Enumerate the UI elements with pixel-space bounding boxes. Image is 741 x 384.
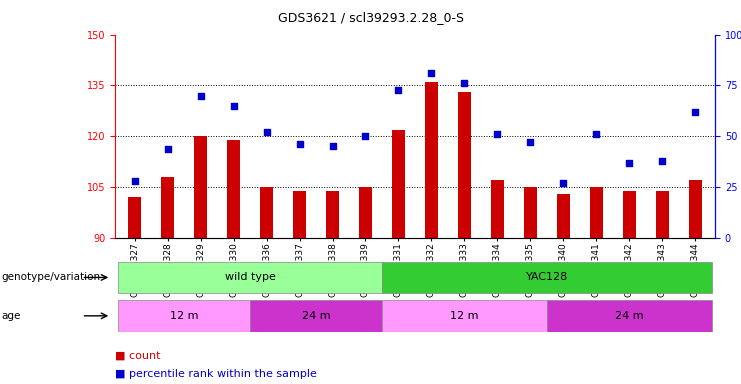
Bar [590, 187, 603, 238]
Text: GDS3621 / scl39293.2.28_0-S: GDS3621 / scl39293.2.28_0-S [277, 12, 464, 25]
Bar [118, 300, 250, 331]
Point [689, 109, 701, 115]
Bar [524, 187, 537, 238]
Text: 12 m: 12 m [170, 311, 199, 321]
Text: ■ percentile rank within the sample: ■ percentile rank within the sample [115, 369, 316, 379]
Bar [556, 194, 570, 238]
Text: genotype/variation: genotype/variation [1, 272, 101, 283]
Point [657, 158, 668, 164]
Bar [382, 300, 547, 331]
Bar [491, 180, 504, 238]
Bar [382, 262, 712, 293]
Bar [326, 190, 339, 238]
Point [557, 180, 569, 186]
Bar [194, 136, 207, 238]
Text: age: age [1, 311, 21, 321]
Bar [227, 140, 240, 238]
Text: ■ count: ■ count [115, 350, 160, 360]
Bar [250, 300, 382, 331]
Bar [622, 190, 636, 238]
Bar [359, 187, 372, 238]
Point [129, 178, 141, 184]
Text: 24 m: 24 m [615, 311, 644, 321]
Bar [688, 180, 702, 238]
Text: wild type: wild type [225, 272, 276, 283]
Point [591, 131, 602, 137]
Point [491, 131, 503, 137]
Point [227, 103, 239, 109]
Bar [547, 300, 712, 331]
Bar [260, 187, 273, 238]
Text: 12 m: 12 m [451, 311, 479, 321]
Bar [425, 82, 438, 238]
Point [293, 141, 305, 147]
Bar [392, 129, 405, 238]
Point [393, 86, 405, 93]
Point [459, 80, 471, 86]
Point [425, 70, 437, 76]
Bar [118, 262, 382, 293]
Point [623, 160, 635, 166]
Point [162, 146, 173, 152]
Bar [656, 190, 669, 238]
Point [327, 144, 339, 150]
Bar [458, 92, 471, 238]
Bar [128, 197, 142, 238]
Bar [293, 190, 306, 238]
Point [261, 129, 273, 135]
Point [359, 133, 371, 139]
Point [195, 93, 207, 99]
Point [525, 139, 536, 146]
Text: 24 m: 24 m [302, 311, 330, 321]
Text: YAC128: YAC128 [526, 272, 568, 283]
Bar [161, 177, 174, 238]
